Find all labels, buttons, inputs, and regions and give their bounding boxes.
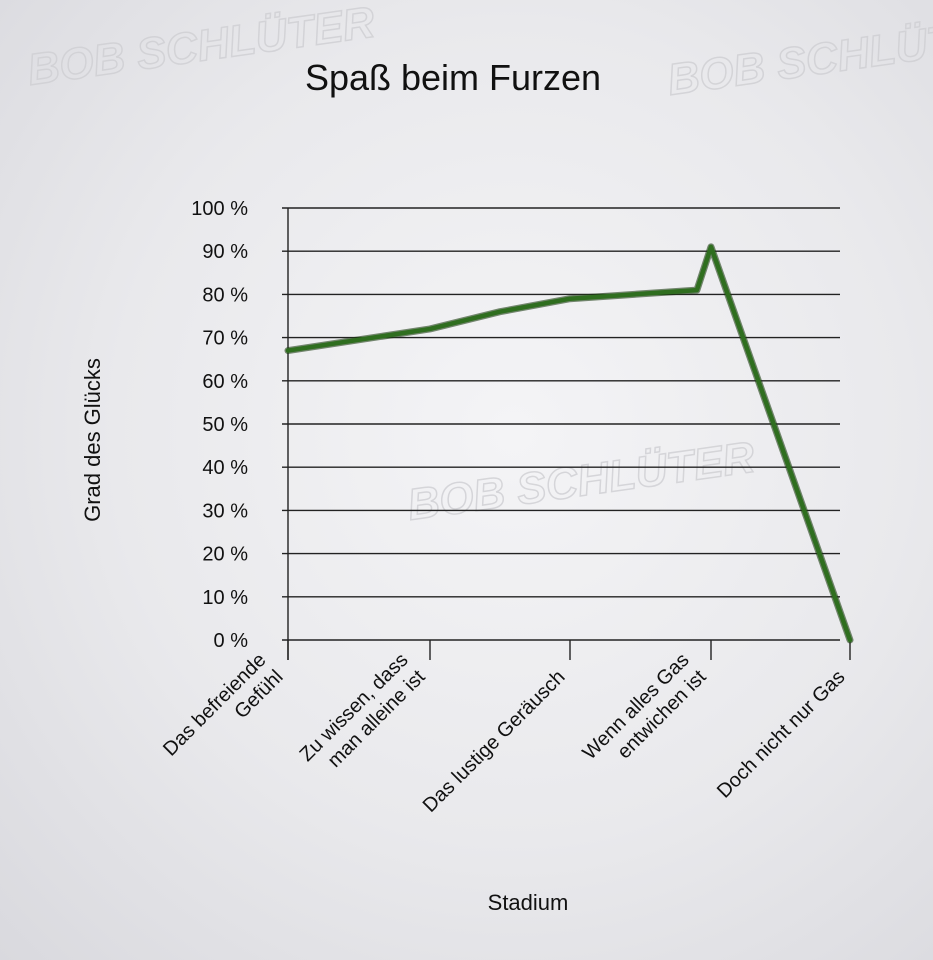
data-point bbox=[428, 327, 432, 331]
y-tick-label: 90 % bbox=[202, 241, 248, 263]
watermark-center: BOB SCHLÜTER bbox=[405, 433, 758, 530]
x-axis-title: Stadium bbox=[488, 890, 569, 915]
data-point bbox=[568, 297, 572, 301]
grid bbox=[282, 207, 840, 660]
y-tick-label: 0 % bbox=[214, 630, 249, 652]
x-category-label: Das lustige Geräusch bbox=[419, 666, 570, 817]
y-tick-label: 80 % bbox=[202, 284, 248, 306]
y-tick-label: 40 % bbox=[202, 457, 248, 479]
chart-title: Spaß beim Furzen bbox=[305, 57, 601, 98]
y-tick-label: 30 % bbox=[202, 500, 248, 522]
series-line-path bbox=[285, 244, 853, 643]
x-category-label-line: Doch nicht nur Gas bbox=[713, 666, 850, 803]
x-category-label: Das befreiendeGefühl bbox=[159, 649, 287, 777]
series-line-shadow bbox=[284, 243, 854, 644]
y-tick-label: 50 % bbox=[202, 414, 248, 436]
category-labels: Das befreiendeGefühl Zu wissen, dassman a… bbox=[159, 649, 849, 817]
x-ticks bbox=[287, 640, 851, 660]
x-category-label: Doch nicht nur Gas bbox=[713, 666, 850, 803]
data-point bbox=[286, 349, 290, 353]
x-category-label: Zu wissen, dassman alleine ist bbox=[296, 649, 430, 783]
y-tick-label: 70 % bbox=[202, 328, 248, 350]
y-tick-labels: 0 % 10 % 20 % 30 % 40 % 50 % 60 % 70 % 80 % 90 % 1… bbox=[191, 198, 248, 652]
data-point bbox=[709, 245, 713, 249]
data-point bbox=[848, 638, 852, 642]
x-category-label: Wenn alles Gasentwichen ist bbox=[578, 649, 710, 781]
data-point bbox=[695, 288, 699, 292]
y-axis-title: Grad des Glücks bbox=[80, 358, 105, 522]
y-tick-label: 10 % bbox=[202, 587, 248, 609]
watermark-top-right: BOB SCHLÜTER bbox=[665, 8, 933, 105]
y-tick-label: 100 % bbox=[191, 198, 248, 220]
series-line bbox=[284, 243, 854, 644]
x-category-label-line: Das lustige Geräusch bbox=[419, 666, 570, 817]
y-tick-label: 20 % bbox=[202, 544, 248, 566]
data-point bbox=[498, 310, 502, 314]
y-tick-label: 60 % bbox=[202, 371, 248, 393]
